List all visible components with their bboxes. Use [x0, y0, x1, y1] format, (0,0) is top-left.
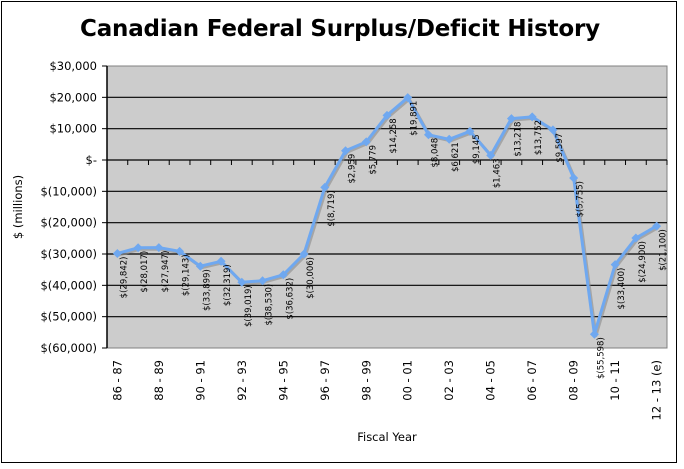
y-tick-label: $(40,000): [40, 278, 97, 292]
data-label: $(55,598): [596, 337, 606, 379]
data-point-marker[interactable]: [569, 173, 579, 183]
chart-title: Canadian Federal Surplus/Deficit History: [80, 16, 600, 42]
data-point-marker[interactable]: [320, 182, 330, 192]
data-point-marker[interactable]: [382, 110, 392, 120]
x-tick-label: 90 - 91: [193, 360, 207, 401]
data-point-marker[interactable]: [299, 249, 309, 259]
x-tick-label: 12 - 13 (e): [650, 360, 664, 420]
data-label: $19,891: [410, 101, 420, 136]
data-label: $(8,719): [327, 190, 337, 226]
data-point-marker[interactable]: [341, 146, 351, 156]
data-label: $6,621: [451, 142, 461, 172]
x-tick-label: 06 - 07: [525, 360, 539, 401]
data-label: $8,048: [430, 138, 440, 168]
data-label: $(32,319): [223, 264, 233, 306]
data-point-marker[interactable]: [444, 134, 454, 144]
data-point-marker[interactable]: [652, 221, 662, 231]
data-point-marker[interactable]: [361, 137, 371, 147]
data-point-marker[interactable]: [423, 130, 433, 140]
x-tick-label: 88 - 89: [152, 360, 166, 401]
data-label: $(36,632): [285, 278, 295, 320]
data-point-marker[interactable]: [506, 114, 516, 124]
x-tick-label: 94 - 95: [276, 360, 290, 401]
data-label: $9,597: [555, 133, 565, 163]
data-point-marker[interactable]: [133, 243, 143, 253]
x-tick-label: 98 - 99: [359, 360, 373, 401]
data-label: $13,752: [534, 120, 544, 155]
data-label: $2,959: [348, 154, 358, 184]
data-label: $(28,017): [140, 251, 150, 293]
data-point-marker[interactable]: [216, 256, 226, 266]
y-axis-title: $ (millions): [11, 175, 25, 239]
y-tick-label: $30,000: [49, 59, 97, 73]
x-tick-label: 10 - 11: [608, 360, 622, 401]
y-tick-label: $(10,000): [40, 184, 97, 198]
y-tick-label: $-: [86, 153, 97, 167]
x-tick-label: 92 - 93: [235, 360, 249, 401]
data-label: $(5,755): [576, 181, 586, 217]
data-point-marker[interactable]: [278, 270, 288, 280]
data-point-marker[interactable]: [465, 126, 475, 136]
x-tick-label: 00 - 01: [401, 360, 415, 401]
y-tick-label: $(60,000): [40, 341, 97, 355]
y-tick-label: $(50,000): [40, 310, 97, 324]
x-tick-label: 86 - 87: [110, 360, 124, 401]
data-point-marker[interactable]: [610, 260, 620, 270]
data-point-marker[interactable]: [175, 246, 185, 256]
data-label: $(27,947): [161, 251, 171, 293]
data-label: $(30,006): [306, 257, 316, 299]
data-label: $13,218: [513, 122, 523, 157]
data-point-marker[interactable]: [112, 249, 122, 259]
x-tick-label: 08 - 09: [567, 360, 581, 401]
y-tick-label: $20,000: [49, 90, 97, 104]
data-label: $(29,842): [119, 257, 129, 299]
data-label: $14,258: [389, 118, 399, 153]
data-point-marker[interactable]: [486, 150, 496, 160]
x-tick-label: 96 - 97: [318, 360, 332, 401]
data-point-marker[interactable]: [403, 93, 413, 103]
data-point-marker[interactable]: [589, 329, 599, 339]
data-point-marker[interactable]: [527, 112, 537, 122]
data-point-marker[interactable]: [548, 125, 558, 135]
x-axis-title: Fiscal Year: [357, 430, 417, 444]
data-label: $5,779: [368, 145, 378, 175]
data-label: $(21,100): [659, 229, 669, 271]
data-point-marker[interactable]: [195, 261, 205, 271]
x-tick-label: 02 - 03: [442, 360, 456, 401]
y-tick-label: $(20,000): [40, 216, 97, 230]
x-tick-label: 04 - 05: [484, 360, 498, 401]
y-tick-label: $(30,000): [40, 247, 97, 261]
data-point-marker[interactable]: [631, 233, 641, 243]
data-label: $9,145: [472, 134, 482, 164]
data-label: $(38,530): [265, 284, 275, 326]
data-label: $(33,400): [617, 268, 627, 310]
data-label: $(33,899): [202, 269, 212, 311]
data-point-marker[interactable]: [154, 243, 164, 253]
y-tick-label: $10,000: [49, 122, 97, 136]
data-label: $(24,900): [638, 241, 648, 283]
data-label: $1,463: [493, 158, 503, 188]
data-point-marker[interactable]: [237, 277, 247, 287]
data-label: $(39,019): [244, 285, 254, 327]
data-point-marker[interactable]: [258, 276, 268, 286]
data-label: $(29,143): [182, 254, 192, 296]
